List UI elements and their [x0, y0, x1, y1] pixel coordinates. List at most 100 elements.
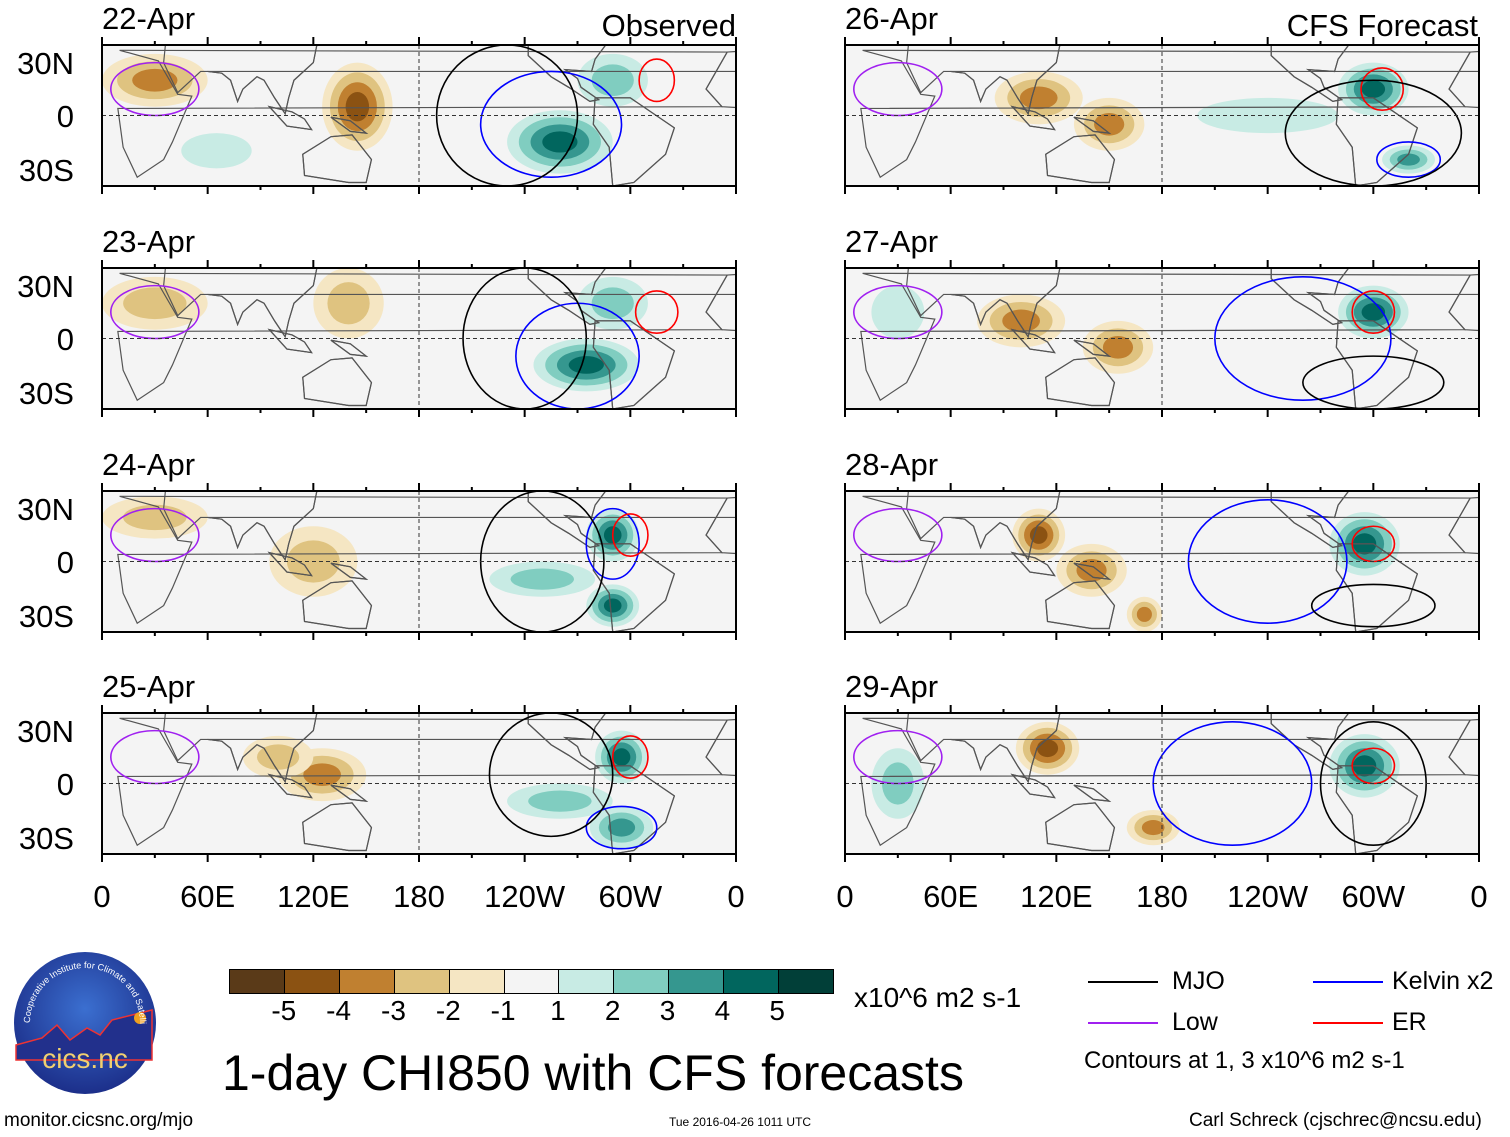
er-contour — [611, 513, 649, 558]
coastline — [860, 495, 1472, 625]
lon-label: 0 — [727, 879, 745, 914]
coastline — [860, 272, 1472, 402]
colorbar-swatch — [449, 970, 505, 993]
anomaly-shading — [1397, 153, 1420, 166]
panel-date: 23-Apr — [102, 224, 196, 259]
colorbar-units: x10^6 m2 s-1 — [854, 982, 1022, 1013]
coastline — [1045, 134, 1116, 184]
coastline — [267, 551, 313, 577]
anomaly-shading — [327, 282, 370, 325]
map-panel — [844, 705, 1480, 862]
coastline — [592, 543, 676, 632]
kelvin-contour — [585, 507, 640, 580]
forecast-title: CFS Forecast — [1286, 8, 1478, 43]
coastline — [950, 491, 1479, 562]
lat-label: 30N — [17, 492, 74, 527]
anomaly-shading — [1029, 526, 1048, 544]
panel-date: 24-Apr — [102, 447, 196, 482]
map-panel — [101, 483, 737, 640]
lon-label: 0 — [93, 879, 111, 914]
colorbar-swatch — [669, 970, 725, 993]
kelvin-contour — [1376, 141, 1442, 178]
lon-label: 60W — [1341, 879, 1406, 914]
lat-label: 30N — [17, 269, 74, 304]
colorbar-label: 3 — [659, 995, 676, 1026]
lon-label: 120E — [1020, 879, 1093, 914]
lon-label: 60E — [923, 879, 979, 914]
colorbar-swatch — [614, 970, 670, 993]
coastline — [1335, 320, 1419, 409]
coastline — [330, 339, 369, 357]
er-contour — [1351, 290, 1396, 335]
footer-author: Carl Schreck (cjschrec@ncsu.edu) — [1189, 1110, 1482, 1131]
panel-date: 25-Apr — [102, 669, 196, 704]
colorbar-label: 4 — [714, 995, 731, 1026]
er-contour — [634, 290, 679, 335]
mjo-contour — [1284, 79, 1463, 186]
coastline — [592, 320, 676, 409]
coastline — [302, 357, 373, 407]
coastline — [1010, 551, 1056, 577]
anomaly-shading — [256, 744, 300, 770]
anomaly-shading — [568, 356, 604, 374]
coastline — [302, 802, 373, 852]
anomaly-shading — [603, 598, 622, 613]
colorbar-swatch — [559, 970, 615, 993]
panel-date: 27-Apr — [845, 224, 939, 259]
coastline — [1270, 45, 1350, 103]
anomaly-shading — [591, 287, 634, 320]
coastline — [860, 717, 1472, 847]
coastline — [1335, 765, 1419, 854]
contour-note: Contours at 1, 3 x10^6 m2 s-1 — [1084, 1047, 1405, 1074]
coastline — [1073, 784, 1112, 802]
lon-label: 120E — [277, 879, 350, 914]
panel-date: 28-Apr — [845, 447, 939, 482]
lon-label: 180 — [393, 879, 445, 914]
colorbar-swatch — [284, 970, 340, 993]
coastline — [117, 272, 729, 402]
coastline — [330, 784, 369, 802]
coastline — [117, 717, 729, 847]
coastline — [950, 45, 1479, 116]
coastline — [527, 491, 607, 549]
mjo-legend-line — [1088, 981, 1158, 983]
mjo-contour — [488, 713, 614, 838]
coastline — [950, 713, 1479, 784]
map-panel — [101, 705, 737, 862]
coastline — [1010, 328, 1056, 354]
legend-low: Low — [1172, 1008, 1218, 1036]
coastline — [117, 495, 729, 625]
anomaly-shading — [181, 133, 252, 169]
kelvin-contour — [585, 805, 658, 850]
er-contour — [638, 58, 676, 103]
coastline — [207, 268, 736, 339]
figure-title: 1-day CHI850 with CFS forecasts — [222, 1045, 964, 1101]
coastline — [302, 580, 373, 630]
colorbar-swatch — [339, 970, 395, 993]
coastline — [1010, 105, 1056, 131]
anomaly-shading — [1019, 86, 1058, 110]
panel-date: 22-Apr — [102, 1, 196, 36]
anomaly-shading — [1361, 80, 1386, 98]
coastline — [117, 49, 729, 179]
anomaly-shading — [542, 131, 578, 153]
colorbar-label: -5 — [271, 995, 297, 1026]
legend-mjo: MJO — [1172, 967, 1225, 995]
lat-label: 30S — [18, 821, 74, 856]
coastline — [267, 105, 313, 131]
kelvin-contour — [1214, 276, 1392, 401]
footer-url[interactable]: monitor.cicsnc.org/mjo — [4, 1110, 194, 1131]
lat-label: 30S — [18, 153, 74, 188]
anomaly-shading — [1136, 606, 1152, 622]
anomaly-shading — [612, 748, 631, 766]
coastline — [267, 773, 313, 799]
coastline — [592, 765, 676, 854]
lon-label: 60E — [180, 879, 236, 914]
footer-timestamp: Tue 2016-04-26 1011 UTC — [669, 1115, 812, 1129]
legend-er: ER — [1392, 1008, 1427, 1036]
colorbar-swatch — [504, 970, 560, 993]
colorbar-label: -4 — [326, 995, 352, 1026]
coastline — [1045, 357, 1116, 407]
anomaly-shading — [591, 64, 634, 97]
